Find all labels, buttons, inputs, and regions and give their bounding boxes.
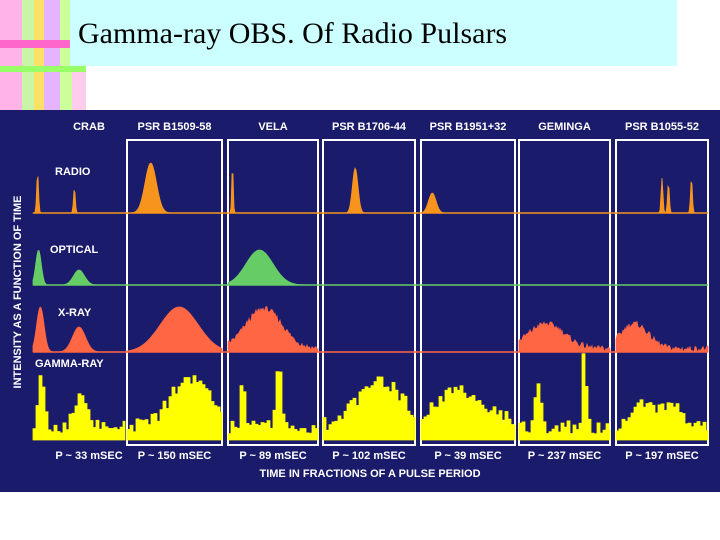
slide-title: Gamma-ray OBS. Of Radio Pulsars (78, 17, 507, 50)
light-curve (518, 353, 611, 441)
light-curve (227, 371, 319, 441)
light-curve (322, 376, 416, 441)
pulsar-name: VELA (258, 121, 287, 133)
pulsar-name: PSR B1509-58 (138, 121, 212, 133)
light-curve (227, 306, 319, 353)
panel-border (420, 139, 516, 446)
light-curve (615, 399, 709, 441)
pulsar-period: P ~ 197 mSEC (625, 450, 699, 462)
light-curve (228, 173, 318, 214)
pulsar-period: P ~ 33 mSEC (55, 450, 122, 462)
light-curve (126, 375, 223, 441)
band-label: RADIO (55, 166, 91, 178)
panel-border (227, 139, 319, 446)
panel-border (518, 139, 611, 446)
pulsar-period: P ~ 150 mSEC (138, 450, 212, 462)
band-label: X-RAY (58, 307, 92, 319)
light-curve (227, 249, 319, 286)
light-curve (126, 162, 222, 214)
pulsar-name: PSR B1706-44 (332, 121, 407, 133)
band-label: GAMMA-RAY (35, 358, 104, 370)
light-curve (615, 320, 709, 353)
light-curve (420, 385, 516, 441)
pulsar-period: P ~ 39 mSEC (434, 450, 501, 462)
decoration (0, 0, 86, 110)
light-curve (32, 176, 125, 214)
x-axis-label: TIME IN FRACTIONS OF A PULSE PERIOD (259, 468, 480, 480)
pulsar-period: P ~ 102 mSEC (332, 450, 406, 462)
y-axis-label: INTENSITY AS A FUNCTION OF TIME (12, 196, 24, 389)
light-curve (616, 177, 708, 214)
light-curve (32, 250, 125, 286)
pulsar-name: PSR B1055-52 (625, 121, 699, 133)
pulsar-name: CRAB (73, 121, 105, 133)
light-curve (32, 375, 126, 441)
light-curve (32, 306, 125, 353)
panel-border (615, 139, 709, 446)
panel-border (322, 139, 416, 446)
light-curve (126, 306, 223, 353)
title-box (70, 0, 677, 66)
panel-border (126, 139, 223, 446)
pulsar-period: P ~ 89 mSEC (239, 450, 306, 462)
pulsar-name: PSR B1951+32 (430, 121, 507, 133)
pulsar-name: GEMINGA (538, 121, 591, 133)
band-label: OPTICAL (50, 244, 99, 256)
pulsar-period: P ~ 237 mSEC (528, 450, 602, 462)
light-curve (518, 321, 611, 353)
light-curve (323, 167, 415, 214)
light-curve (420, 192, 515, 214)
